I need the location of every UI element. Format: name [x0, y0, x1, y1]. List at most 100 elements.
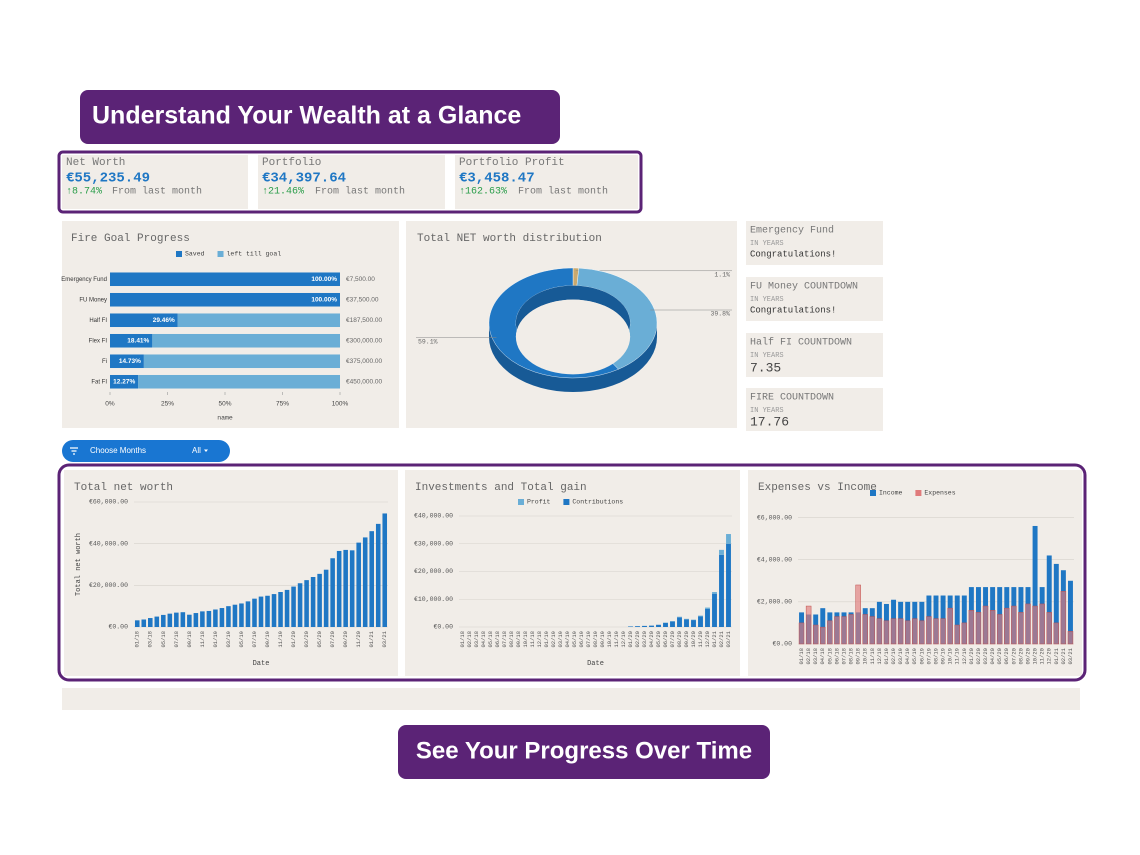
x-tick-label: 01/21: [368, 630, 375, 647]
x-tick-label: 07/20: [1010, 648, 1017, 665]
x-tick-label: 75%: [276, 401, 289, 408]
bar: [635, 626, 640, 627]
bar: [904, 620, 911, 645]
bar: [356, 542, 361, 627]
bar: [876, 618, 883, 645]
bar: [245, 601, 251, 627]
x-tick-label: 02/20: [634, 631, 641, 648]
x-tick-label: 03/18: [473, 631, 480, 648]
bar: [213, 609, 218, 627]
x-tick-label: 09/19: [264, 631, 271, 648]
x-tick-label: 12/19: [961, 648, 968, 665]
bar: [1046, 612, 1052, 645]
chart-title: Fire Goal Progress: [71, 233, 190, 245]
x-tick-label: 05/18: [160, 631, 167, 648]
bar: [138, 374, 340, 389]
kpi-value: €3,458.47: [459, 171, 535, 187]
x-tick-label: 11/19: [613, 631, 620, 648]
filter-button[interactable]: [62, 440, 230, 462]
x-tick-label: 03/19: [557, 631, 564, 648]
countdown-card: [746, 277, 883, 321]
x-tick-label: 08/20: [676, 631, 683, 648]
legend-swatch: [217, 251, 224, 257]
bar: [232, 604, 238, 627]
bar: [206, 610, 212, 627]
chart-card: [748, 470, 1082, 676]
bar: [278, 592, 283, 627]
bar: [719, 554, 724, 627]
bar: [1032, 525, 1038, 644]
kpi-note: From last month: [518, 186, 608, 198]
countdown-value: Congratulations!: [750, 249, 836, 259]
x-tick-label: 09/18: [855, 648, 862, 665]
bar: [855, 584, 861, 645]
bar: [180, 612, 186, 627]
data-label: 14.73%: [119, 358, 141, 365]
bar: [1025, 603, 1031, 645]
bar: [827, 620, 833, 645]
x-tick-label: 01/18: [459, 631, 466, 648]
x-tick-label: 07/19: [585, 631, 592, 648]
bar: [258, 596, 264, 627]
x-tick-label: 06/20: [1003, 648, 1010, 665]
x-tick-label: 11/19: [954, 648, 961, 665]
x-tick-label: 11/20: [1039, 648, 1046, 665]
countdown-value: 17.76: [750, 414, 789, 429]
legend-swatch: [915, 490, 922, 496]
bar: [200, 611, 205, 627]
x-axis-label: Date: [253, 660, 270, 668]
x-tick-label: 01/20: [290, 631, 297, 648]
x-tick-label: 02/21: [718, 630, 725, 647]
y-tick-label: Emergency Fund: [61, 277, 107, 283]
bar: [143, 354, 340, 369]
x-axis-label: Date: [587, 660, 604, 668]
x-tick-label: 02/20: [975, 648, 982, 665]
x-tick-label: 01/19: [883, 648, 890, 665]
countdowns: Emergency Fund IN YEARS Congratulations!…: [746, 221, 883, 431]
bar: [349, 550, 355, 627]
x-tick-label: 03/20: [982, 648, 989, 665]
bar: [1046, 555, 1052, 644]
kpi-change: ↑8.74%: [66, 187, 102, 198]
y-tick-label: €6,000.00: [757, 514, 792, 521]
x-tick-label: 07/19: [251, 631, 258, 648]
banner-title: Understand Your Wealth at a Glance: [92, 102, 521, 130]
bar: [812, 624, 819, 645]
x-tick-label: 10/19: [947, 648, 954, 665]
legend-swatch: [518, 499, 524, 505]
bar: [134, 620, 140, 627]
bar: [968, 610, 975, 645]
bar: [719, 549, 724, 555]
y-tick-label: Half FI: [89, 318, 107, 324]
bar: [890, 618, 897, 645]
data-label: 29.46%: [153, 317, 175, 324]
x-tick-label: 01/20: [627, 631, 634, 648]
countdown-unit: IN YEARS: [750, 407, 784, 415]
countdown-value: 7.35: [750, 360, 781, 375]
bar: [375, 523, 381, 627]
bar: [805, 605, 812, 645]
countdown-title: FU Money COUNTDOWN: [750, 282, 858, 293]
bar: [148, 618, 153, 627]
dropdown-arrow: [204, 449, 208, 452]
x-tick-label: 07/18: [840, 648, 847, 665]
x-tick-label: 05/19: [911, 648, 918, 665]
x-tick-label: 50%: [218, 401, 231, 408]
x-tick-label: 10/20: [1032, 648, 1039, 665]
x-tick-label: 01/18: [798, 648, 805, 665]
bar: [330, 558, 335, 627]
annotation: €300,000.00: [346, 337, 383, 344]
bar: [919, 620, 925, 645]
data-label: 100.00%: [311, 276, 337, 283]
x-tick-label: 05/18: [487, 631, 494, 648]
x-tick-label: 03/18: [147, 631, 154, 648]
legend-label: Contributions: [572, 499, 623, 506]
x-tick-label: 11/20: [355, 631, 362, 648]
legend-label: Profit: [527, 499, 551, 506]
x-tick-label: 07/20: [329, 631, 336, 648]
x-tick-label: 08/18: [848, 648, 855, 665]
bar: [798, 622, 805, 645]
x-tick-label: 05/19: [238, 631, 245, 648]
bar: [174, 612, 179, 627]
